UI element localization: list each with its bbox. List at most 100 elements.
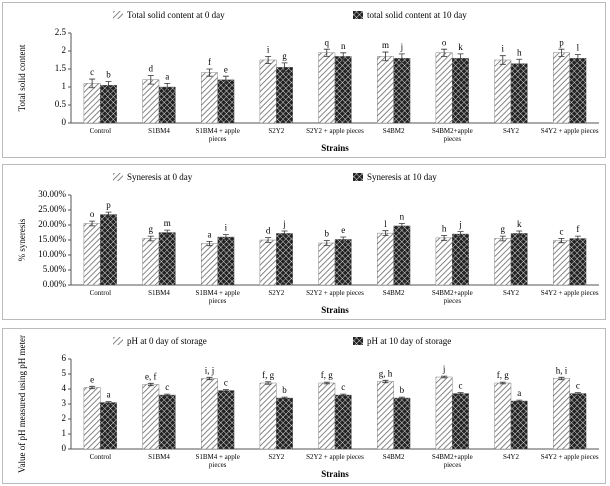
bar [435,376,453,450]
legend-label: pH at 0 day of storage [127,336,207,346]
significance-letter: j [282,219,286,229]
error-bar [499,381,506,385]
x-tick-label: S2Y2 [268,289,285,297]
error-bar [340,52,347,61]
bar [553,240,570,286]
x-tick-label: S4Y2 [503,127,519,135]
error-bar [281,396,288,400]
error-bar [164,229,171,236]
bar [276,397,293,450]
significance-letter: g [501,224,506,234]
significance-letter: n [400,212,405,222]
x-tick-label: S4Y2 + apple pieces [540,289,599,297]
x-tick-label: S2Y2 + apple pieces [306,127,364,135]
error-bar [441,235,448,241]
error-bar [281,230,288,237]
bar [142,384,160,450]
bar [83,83,101,124]
error-bar [457,231,464,237]
error-bar [398,223,405,229]
error-bar [105,211,112,218]
x-tick-label: S1BM4 + apple pieces [195,453,240,469]
y-axis-label: % syneresis [17,218,27,261]
bar [158,86,176,124]
x-tick-label: S4Y2 [503,289,519,297]
legend-swatch [353,173,363,181]
significance-letter: i [267,44,270,54]
y-tick-label: 2.5 [55,27,67,37]
legend-label: pH at 10 day of storage [367,336,451,346]
significance-letter: c [90,67,94,77]
significance-letter: f [208,57,211,67]
error-bar [574,392,581,395]
significance-letter: a [165,71,169,81]
x-tick-label: S4BM2 [382,453,405,461]
legend-label: Total solid content at 0 day [127,10,225,20]
chart-panel: pH at 0 day of storage pH at 10 day of st… [2,328,606,484]
x-tick-label: S2Y2 + apple pieces [306,453,364,461]
x-tick-label: Control [89,127,112,135]
significance-letter: e [341,225,345,235]
y-tick-label: 15.00% [38,234,66,244]
significance-letter: f [576,224,579,234]
error-bar [398,53,405,63]
significance-letter: f, g [321,370,333,380]
error-bar [441,375,448,379]
chart: Syneresis at 0 day Syneresis at 10 day 0.0… [17,172,599,315]
x-tick-label: Control [89,453,112,461]
bar [318,382,336,450]
error-bar [441,48,448,57]
significance-letter: f, g [262,370,274,380]
error-bar [340,236,347,243]
error-bar [382,230,389,236]
bar [553,52,570,124]
error-bar [222,389,229,392]
significance-letter: c [224,378,228,388]
error-bar [558,48,565,57]
significance-letter: i [502,44,505,54]
bar [452,393,469,450]
legend-swatch [353,11,363,19]
error-bar [457,53,464,63]
error-bar [147,235,154,242]
significance-letter: j [442,364,446,374]
error-bar [206,241,213,247]
bar [569,238,587,286]
bar [201,243,218,286]
significance-letter: q [325,37,330,47]
error-bar [206,68,213,77]
bar [334,394,352,450]
significance-letter: h, i [556,365,568,375]
bar [83,387,101,450]
bar [393,58,411,124]
bar [201,72,218,124]
bar [217,79,235,124]
x-tick-label: Control [89,289,112,297]
significance-letter: b [106,70,111,80]
bar [276,66,293,124]
error-bar [516,230,523,237]
significance-letter: e [224,64,228,74]
x-tick-label: S4Y2 + apple pieces [540,453,599,461]
bar [452,58,469,124]
bar [259,382,277,450]
bar [318,52,336,124]
error-bar [323,240,330,246]
x-tick-label: S1BM4 + apple pieces [195,127,240,143]
bar [142,79,160,124]
error-bar [105,81,112,90]
bar [334,239,352,286]
bar [393,225,411,286]
y-axis-label: Total solid content [17,44,27,111]
chart: Total solid content at 0 day total solid … [17,10,599,153]
significance-letter: g, h [379,368,393,378]
y-tick-label: 4 [62,383,67,393]
bar [158,232,176,286]
significance-letter: o [442,37,447,47]
chart: pH at 0 day of storage pH at 10 day of st… [17,335,599,479]
bar [435,237,453,286]
y-tick-label: 5 [62,368,67,378]
significance-letter: j [458,220,462,230]
bar [334,56,352,124]
